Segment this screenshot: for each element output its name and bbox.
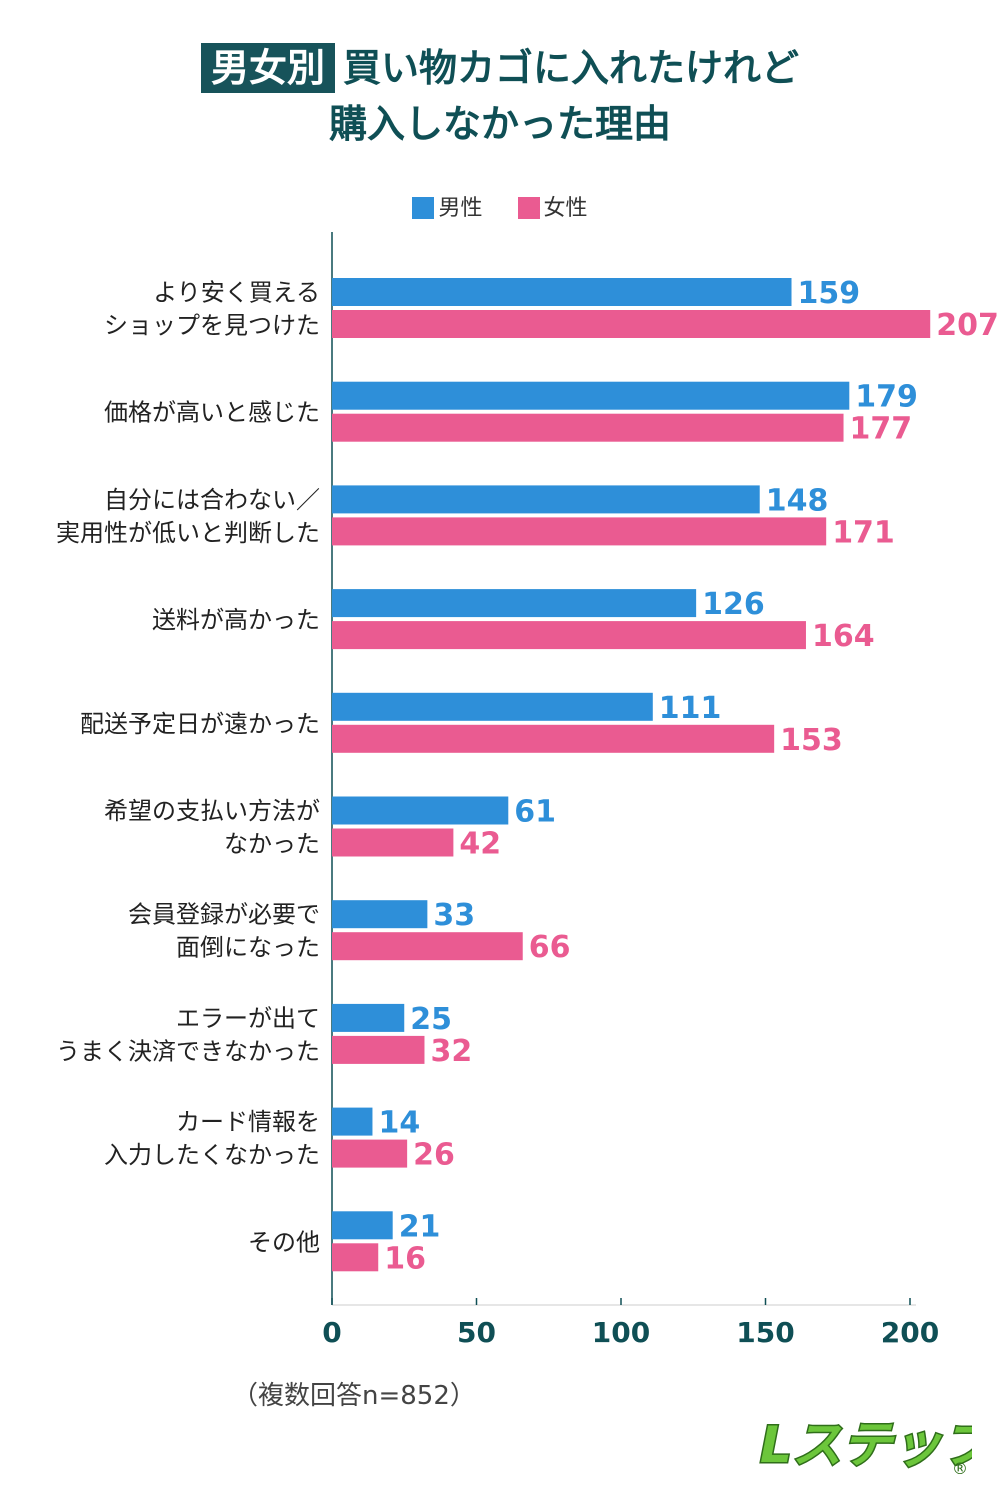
bar-female — [332, 1140, 407, 1168]
bar-female — [332, 621, 806, 649]
category-label: 入力したくなかった — [104, 1141, 320, 1169]
bar-female — [332, 517, 826, 545]
bar-female — [332, 1243, 378, 1271]
value-label-female: 164 — [812, 619, 875, 654]
category-label: より安く買える — [153, 279, 320, 307]
value-label-male: 159 — [798, 276, 861, 311]
category-label: 価格が高いと感じた — [104, 399, 320, 427]
logo-text: Lステップ — [760, 1416, 972, 1474]
bar-female — [332, 1036, 424, 1064]
value-label-female: 177 — [850, 412, 913, 447]
value-label-female: 16 — [384, 1241, 426, 1276]
logo-mark: ® — [952, 1459, 968, 1478]
x-tick-label: 50 — [457, 1316, 496, 1349]
x-tick-label: 150 — [736, 1316, 794, 1349]
value-label-female: 26 — [413, 1138, 455, 1173]
value-label-male: 25 — [410, 1002, 452, 1037]
category-label: ショップを見つけた — [104, 312, 320, 340]
category-label: 配送予定日が遠かった — [80, 710, 320, 738]
x-tick-label: 200 — [881, 1316, 939, 1349]
bar-female — [332, 932, 523, 960]
bar-male — [332, 1004, 404, 1032]
x-tick-label: 100 — [592, 1316, 650, 1349]
category-label: 自分には合わない／ — [104, 486, 320, 514]
value-label-female: 66 — [529, 930, 571, 965]
value-label-male: 61 — [514, 795, 556, 830]
category-label: 送料が高かった — [152, 606, 320, 634]
bar-male — [332, 797, 508, 825]
value-label-male: 179 — [855, 380, 918, 415]
value-label-female: 32 — [430, 1034, 472, 1069]
value-label-female: 42 — [459, 827, 501, 862]
bar-male — [332, 1211, 393, 1239]
value-label-female: 153 — [780, 723, 843, 758]
bar-male — [332, 278, 792, 306]
bar-male — [332, 589, 696, 617]
category-label: 実用性が低いと判断した — [56, 519, 320, 547]
bar-female — [332, 414, 844, 442]
category-label: なかった — [224, 830, 320, 858]
value-label-male: 21 — [399, 1209, 441, 1244]
bar-male — [332, 900, 427, 928]
bar-female — [332, 829, 453, 857]
category-label: 面倒になった — [176, 934, 320, 962]
bar-male — [332, 485, 760, 513]
bar-male — [332, 1108, 372, 1136]
bar-female — [332, 725, 774, 753]
category-label: 会員登録が必要で — [128, 901, 320, 929]
bar-female — [332, 310, 930, 338]
category-label: 希望の支払い方法が — [104, 797, 320, 825]
bar-male — [332, 693, 653, 721]
lstep-logo: Lステップ ® — [752, 1400, 972, 1480]
value-label-male: 33 — [433, 898, 475, 933]
category-label: エラーが出て — [176, 1004, 320, 1032]
value-label-male: 148 — [766, 483, 829, 518]
value-label-male: 111 — [659, 691, 722, 726]
category-label: うまく決済できなかった — [56, 1037, 320, 1065]
value-label-male: 126 — [702, 587, 765, 622]
x-tick-label: 0 — [322, 1316, 341, 1349]
value-label-male: 14 — [378, 1106, 420, 1141]
value-label-female: 171 — [832, 515, 895, 550]
category-label: カード情報を — [176, 1108, 320, 1136]
sample-note: （複数回答n=852） — [232, 1375, 476, 1412]
value-label-female: 207 — [936, 308, 999, 343]
bar-male — [332, 382, 849, 410]
category-label: その他 — [248, 1228, 320, 1256]
